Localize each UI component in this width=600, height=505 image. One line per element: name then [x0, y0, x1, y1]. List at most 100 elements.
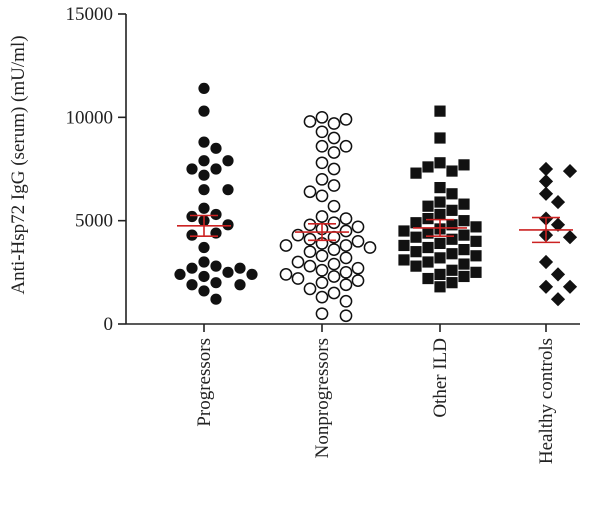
- y-tick-label: 15000: [66, 4, 114, 25]
- data-point: [210, 142, 222, 154]
- data-point: [198, 256, 210, 268]
- data-point: [246, 268, 258, 280]
- data-point: [303, 185, 317, 199]
- data-point: [327, 230, 341, 244]
- data-point: [291, 228, 305, 242]
- data-point: [434, 281, 446, 293]
- data-point: [234, 279, 246, 291]
- data-point: [315, 276, 329, 290]
- data-point: [422, 272, 434, 285]
- data-point: [315, 210, 329, 223]
- data-point: [339, 265, 353, 279]
- data-point: [234, 262, 246, 274]
- data-point: [198, 105, 210, 117]
- data-point: [470, 235, 482, 247]
- data-point: [210, 293, 222, 305]
- data-point: [434, 252, 446, 264]
- data-point: [198, 184, 210, 196]
- data-point: [186, 262, 198, 274]
- data-point: [422, 227, 434, 239]
- data-point: [279, 239, 293, 252]
- data-point: [538, 186, 554, 201]
- data-point: [339, 309, 353, 323]
- mean-sem-bars: [177, 214, 573, 244]
- data-point: [210, 163, 222, 175]
- data-point: [327, 243, 341, 256]
- data-point: [351, 220, 365, 234]
- data-point: [315, 172, 329, 186]
- data-point: [339, 212, 353, 225]
- data-point: [315, 307, 329, 321]
- data-point: [174, 268, 186, 280]
- data-points: [174, 82, 578, 323]
- data-point: [327, 131, 341, 145]
- data-point: [446, 233, 458, 245]
- data-point: [303, 115, 317, 128]
- data-point: [458, 270, 470, 283]
- data-point: [458, 159, 470, 171]
- data-point: [398, 254, 410, 266]
- data-point: [339, 239, 353, 252]
- data-point: [422, 200, 434, 212]
- data-point: [434, 268, 446, 280]
- data-point: [186, 279, 198, 291]
- data-point: [327, 257, 341, 271]
- x-tick-label: Other ILD: [430, 338, 451, 418]
- data-point: [458, 258, 470, 270]
- data-point: [434, 132, 446, 144]
- data-point: [198, 136, 210, 148]
- data-point: [434, 105, 446, 117]
- y-axis: 0 5000 10000 15000: [66, 4, 127, 335]
- data-point: [303, 282, 317, 296]
- y-tick-label: 0: [104, 314, 114, 335]
- data-point: [210, 260, 222, 272]
- data-point: [315, 189, 329, 203]
- y-tick-label: 10000: [66, 107, 114, 128]
- data-point: [538, 161, 554, 177]
- data-point: [222, 155, 234, 167]
- data-point: [422, 161, 434, 173]
- data-point: [422, 241, 434, 254]
- data-point: [198, 169, 210, 181]
- data-point: [470, 266, 482, 278]
- data-point: [398, 225, 410, 237]
- data-point: [446, 248, 458, 260]
- data-point: [410, 260, 422, 272]
- data-point: [339, 278, 353, 292]
- data-point: [186, 210, 198, 223]
- data-point: [315, 263, 329, 277]
- data-point: [434, 182, 446, 194]
- data-point: [550, 267, 566, 282]
- data-point: [458, 244, 470, 256]
- data-point: [458, 229, 470, 241]
- x-axis: Progressors Nonprogressors Other ILD Health…: [126, 323, 580, 464]
- data-point: [339, 251, 353, 265]
- data-point: [434, 196, 446, 208]
- data-point: [186, 229, 198, 241]
- data-point: [327, 179, 341, 192]
- data-point: [410, 167, 422, 179]
- data-point: [198, 241, 210, 254]
- data-point: [327, 117, 341, 130]
- data-point: [291, 255, 305, 269]
- data-point: [339, 113, 353, 126]
- data-point: [339, 294, 353, 308]
- data-point: [327, 216, 341, 230]
- data-point: [351, 274, 365, 287]
- data-point: [222, 184, 234, 196]
- data-point: [434, 157, 446, 169]
- data-point: [315, 110, 329, 124]
- data-point: [315, 156, 329, 170]
- data-point: [550, 292, 566, 307]
- data-point: [410, 246, 422, 258]
- data-point: [458, 198, 470, 210]
- data-point: [446, 264, 458, 276]
- data-point: [327, 199, 341, 213]
- data-point: [446, 165, 458, 177]
- x-tick-label: Progressors: [194, 338, 215, 427]
- data-point: [315, 290, 329, 304]
- x-tick-label: Nonprogressors: [312, 338, 333, 458]
- y-axis-label: Anti-Hsp72 IgG (serum) (mU/ml): [8, 35, 29, 294]
- data-point: [198, 270, 210, 283]
- data-point: [339, 139, 353, 153]
